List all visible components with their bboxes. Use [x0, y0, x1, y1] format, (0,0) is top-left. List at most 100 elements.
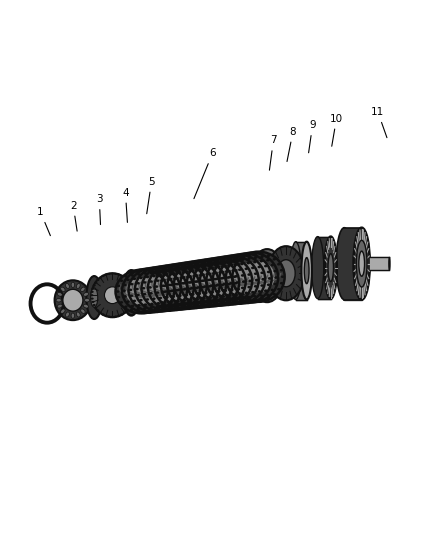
Ellipse shape [63, 289, 83, 311]
Ellipse shape [173, 278, 177, 280]
Ellipse shape [260, 271, 264, 274]
Ellipse shape [208, 300, 211, 302]
Ellipse shape [247, 286, 251, 288]
Ellipse shape [176, 294, 180, 297]
Ellipse shape [137, 270, 140, 273]
Ellipse shape [195, 287, 198, 289]
Ellipse shape [161, 285, 165, 287]
Ellipse shape [227, 256, 231, 259]
Ellipse shape [131, 274, 134, 277]
Ellipse shape [211, 266, 214, 269]
Ellipse shape [260, 298, 264, 301]
Text: 3: 3 [96, 194, 102, 224]
Ellipse shape [183, 294, 186, 296]
Ellipse shape [149, 269, 153, 272]
Ellipse shape [241, 293, 244, 295]
Ellipse shape [215, 259, 218, 261]
Ellipse shape [187, 281, 191, 284]
Ellipse shape [199, 297, 202, 300]
Ellipse shape [189, 263, 192, 266]
Ellipse shape [228, 257, 231, 260]
Ellipse shape [234, 287, 238, 290]
Ellipse shape [301, 241, 312, 300]
Ellipse shape [260, 255, 264, 258]
Ellipse shape [161, 263, 213, 309]
Ellipse shape [182, 303, 185, 305]
Ellipse shape [212, 295, 215, 298]
Ellipse shape [188, 270, 191, 273]
Ellipse shape [234, 275, 238, 278]
Ellipse shape [148, 286, 152, 289]
Ellipse shape [96, 309, 99, 312]
Ellipse shape [254, 272, 258, 275]
Ellipse shape [208, 263, 212, 265]
Ellipse shape [254, 299, 257, 302]
Ellipse shape [254, 256, 257, 259]
Ellipse shape [124, 305, 127, 308]
Text: 7: 7 [269, 135, 277, 170]
Ellipse shape [238, 292, 241, 295]
Ellipse shape [195, 302, 198, 304]
Ellipse shape [120, 275, 123, 277]
Ellipse shape [226, 253, 278, 302]
Ellipse shape [176, 268, 180, 270]
Ellipse shape [228, 288, 231, 290]
Ellipse shape [233, 264, 237, 266]
Ellipse shape [57, 293, 62, 296]
Ellipse shape [198, 292, 201, 295]
Ellipse shape [208, 261, 212, 263]
Ellipse shape [230, 289, 233, 291]
Ellipse shape [353, 228, 370, 300]
Ellipse shape [116, 290, 120, 293]
Ellipse shape [258, 290, 261, 293]
Ellipse shape [76, 284, 80, 288]
Ellipse shape [189, 298, 193, 301]
Ellipse shape [260, 264, 275, 288]
Ellipse shape [260, 284, 264, 287]
Ellipse shape [139, 277, 143, 279]
Ellipse shape [185, 294, 188, 296]
Ellipse shape [234, 300, 237, 303]
Ellipse shape [195, 305, 199, 308]
Ellipse shape [186, 298, 190, 301]
Ellipse shape [277, 260, 295, 287]
Ellipse shape [94, 307, 97, 309]
Ellipse shape [201, 303, 205, 306]
Ellipse shape [189, 293, 192, 295]
Ellipse shape [60, 287, 65, 292]
Ellipse shape [220, 277, 223, 280]
Ellipse shape [225, 270, 229, 273]
Ellipse shape [264, 265, 268, 268]
Ellipse shape [176, 307, 179, 310]
Ellipse shape [215, 260, 218, 262]
Ellipse shape [203, 285, 206, 288]
Ellipse shape [235, 294, 238, 296]
Ellipse shape [163, 301, 166, 304]
Ellipse shape [185, 270, 188, 273]
Ellipse shape [247, 255, 251, 257]
Text: 5: 5 [147, 176, 155, 214]
Ellipse shape [143, 293, 146, 295]
Ellipse shape [175, 304, 179, 306]
Ellipse shape [181, 282, 184, 285]
Ellipse shape [221, 302, 224, 304]
Ellipse shape [176, 268, 179, 271]
Ellipse shape [129, 288, 132, 291]
Ellipse shape [225, 294, 229, 296]
Ellipse shape [215, 278, 219, 280]
Ellipse shape [260, 260, 263, 262]
Ellipse shape [196, 298, 199, 301]
Ellipse shape [170, 308, 173, 310]
Ellipse shape [124, 275, 127, 278]
Ellipse shape [234, 269, 237, 271]
Ellipse shape [169, 273, 172, 276]
Ellipse shape [152, 297, 155, 300]
Text: 1: 1 [37, 207, 50, 236]
Ellipse shape [221, 298, 224, 301]
Ellipse shape [228, 276, 231, 278]
Ellipse shape [359, 251, 364, 276]
Ellipse shape [235, 259, 238, 262]
Ellipse shape [92, 301, 95, 303]
Ellipse shape [182, 276, 185, 278]
Ellipse shape [221, 277, 225, 279]
